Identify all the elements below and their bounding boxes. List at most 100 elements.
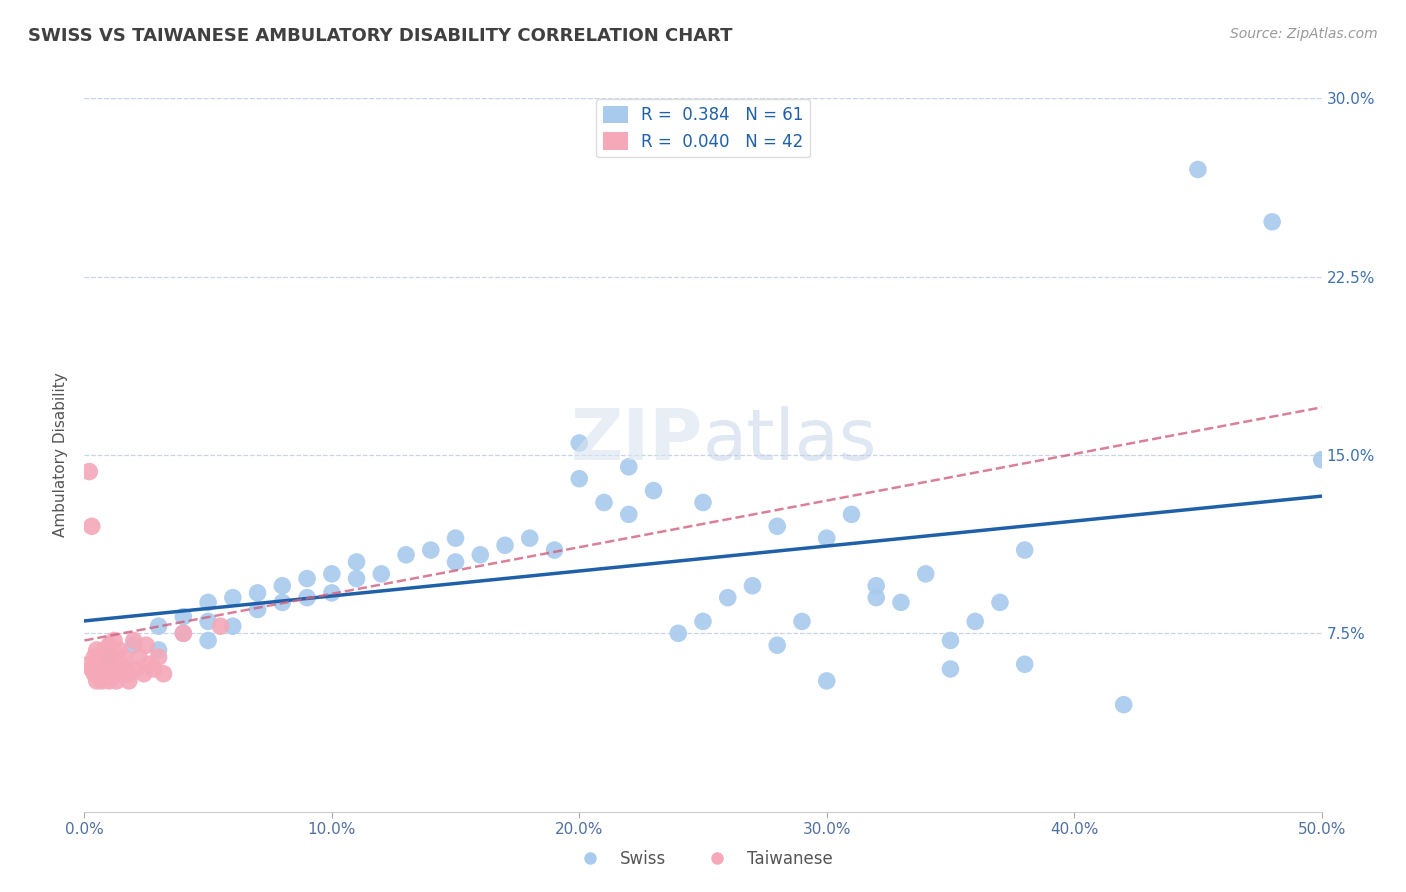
Point <box>89 650 111 665</box>
Point <box>122 633 145 648</box>
Text: Source: ZipAtlas.com: Source: ZipAtlas.com <box>1230 27 1378 41</box>
Legend: R =  0.384   N = 61, R =  0.040   N = 42: R = 0.384 N = 61, R = 0.040 N = 42 <box>596 99 810 157</box>
Point <box>965 615 987 629</box>
Point <box>841 508 863 522</box>
Point <box>568 436 591 450</box>
Point <box>790 615 813 629</box>
Point <box>766 519 789 533</box>
Point <box>666 626 689 640</box>
Point <box>100 666 122 681</box>
Point <box>98 638 121 652</box>
Point <box>346 572 368 586</box>
Point <box>988 595 1011 609</box>
Point <box>346 555 368 569</box>
Point <box>395 548 418 562</box>
Point <box>197 633 219 648</box>
Point <box>1187 162 1209 177</box>
Point <box>79 465 101 479</box>
Point <box>86 673 108 688</box>
Point <box>128 650 150 665</box>
Point <box>321 586 343 600</box>
Point <box>98 673 121 688</box>
Point <box>103 633 125 648</box>
Point <box>96 650 118 665</box>
Point <box>271 579 294 593</box>
Point <box>98 662 121 676</box>
Point <box>98 650 121 665</box>
Point <box>890 595 912 609</box>
Y-axis label: Ambulatory Disability: Ambulatory Disability <box>53 373 69 537</box>
Point <box>1014 657 1036 672</box>
Point <box>90 673 112 688</box>
Point <box>148 643 170 657</box>
Point <box>643 483 665 498</box>
Point <box>939 662 962 676</box>
Point <box>103 650 125 665</box>
Point <box>246 602 269 616</box>
Point <box>1261 215 1284 229</box>
Point <box>494 538 516 552</box>
Point <box>118 666 141 681</box>
Point <box>108 643 131 657</box>
Point <box>122 638 145 652</box>
Point <box>766 638 789 652</box>
Point <box>110 657 132 672</box>
Point <box>93 657 115 672</box>
Point <box>617 459 640 474</box>
Point <box>271 595 294 609</box>
Point <box>172 626 194 640</box>
Point <box>80 519 103 533</box>
Point <box>172 626 194 640</box>
Point <box>135 638 157 652</box>
Point <box>197 615 219 629</box>
Point <box>741 579 763 593</box>
Point <box>142 662 165 676</box>
Point <box>815 673 838 688</box>
Point <box>246 586 269 600</box>
Point <box>419 543 441 558</box>
Point <box>1310 452 1333 467</box>
Text: ZIP: ZIP <box>571 406 703 475</box>
Point <box>90 662 112 676</box>
Point <box>295 572 318 586</box>
Point <box>152 666 174 681</box>
Point <box>593 495 616 509</box>
Point <box>83 666 105 681</box>
Point <box>914 566 936 581</box>
Point <box>543 543 565 558</box>
Point <box>519 531 541 545</box>
Point <box>321 566 343 581</box>
Point <box>110 666 132 681</box>
Point <box>617 508 640 522</box>
Point <box>100 657 122 672</box>
Point <box>444 531 467 545</box>
Point <box>717 591 740 605</box>
Point <box>568 472 591 486</box>
Point <box>209 619 232 633</box>
Point <box>125 662 148 676</box>
Point <box>79 657 101 672</box>
Point <box>148 650 170 665</box>
Point <box>83 650 105 665</box>
Point <box>118 673 141 688</box>
Point <box>96 666 118 681</box>
Point <box>939 633 962 648</box>
Point <box>865 591 887 605</box>
Point <box>105 662 128 676</box>
Point <box>815 531 838 545</box>
Legend: Swiss, Taiwanese: Swiss, Taiwanese <box>567 844 839 875</box>
Point <box>148 619 170 633</box>
Text: atlas: atlas <box>703 406 877 475</box>
Point <box>295 591 318 605</box>
Point <box>105 673 128 688</box>
Point <box>1112 698 1135 712</box>
Point <box>89 666 111 681</box>
Point <box>112 650 135 665</box>
Point <box>86 643 108 657</box>
Point <box>692 495 714 509</box>
Point <box>132 666 155 681</box>
Point <box>86 657 108 672</box>
Point <box>692 615 714 629</box>
Point <box>172 609 194 624</box>
Point <box>865 579 887 593</box>
